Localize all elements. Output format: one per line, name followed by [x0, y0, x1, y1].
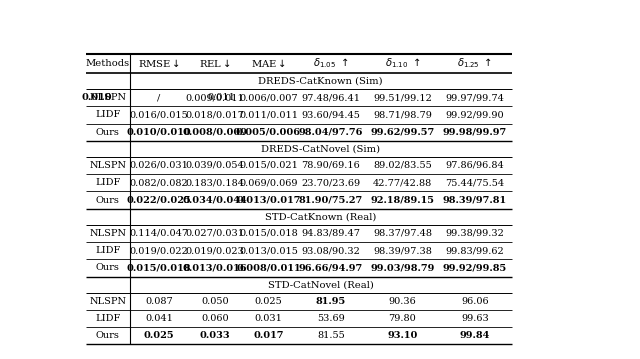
Text: 0.018/0.017: 0.018/0.017 — [186, 110, 244, 120]
Text: 96.66/94.97: 96.66/94.97 — [299, 264, 363, 272]
Text: 0.039/0.054: 0.039/0.054 — [186, 161, 244, 170]
Text: 92.18/89.15: 92.18/89.15 — [371, 196, 435, 205]
Text: RMSE$\downarrow$: RMSE$\downarrow$ — [138, 58, 180, 69]
Text: NLSPN: NLSPN — [89, 229, 126, 238]
Text: 98.37/97.48: 98.37/97.48 — [373, 229, 432, 238]
Text: 75.44/75.54: 75.44/75.54 — [445, 178, 504, 187]
Text: LIDF: LIDF — [95, 178, 120, 187]
Text: 98.39/97.81: 98.39/97.81 — [443, 196, 507, 205]
Text: 0.011/0.011: 0.011/0.011 — [239, 110, 298, 120]
Text: 0.005/0.006: 0.005/0.006 — [236, 128, 301, 137]
Text: STD-CatKnown (Real): STD-CatKnown (Real) — [265, 212, 376, 221]
Text: 0.013/0.015: 0.013/0.015 — [239, 246, 298, 255]
Text: 53.69: 53.69 — [317, 314, 345, 323]
Text: 81.90/75.27: 81.90/75.27 — [299, 196, 363, 205]
Text: 98.39/97.38: 98.39/97.38 — [373, 246, 432, 255]
Text: 0.025: 0.025 — [143, 331, 174, 340]
Text: $\delta_{1.25}$ $\uparrow$: $\delta_{1.25}$ $\uparrow$ — [457, 57, 492, 70]
Text: 81.95: 81.95 — [316, 297, 346, 306]
Text: 99.62/99.57: 99.62/99.57 — [371, 128, 435, 137]
Text: 0.041: 0.041 — [145, 314, 173, 323]
Text: 81.55: 81.55 — [317, 331, 345, 340]
Text: 0.010: 0.010 — [81, 93, 112, 102]
Text: 0.026/0.031: 0.026/0.031 — [129, 161, 188, 170]
Text: 0.114/0.047: 0.114/0.047 — [129, 229, 188, 238]
Text: 0.034/0.044: 0.034/0.044 — [182, 196, 247, 205]
Text: 0.009/0.011: 0.009/0.011 — [186, 93, 244, 102]
Text: 0.008/0.009: 0.008/0.009 — [182, 128, 248, 137]
Text: 0.025: 0.025 — [255, 297, 282, 306]
Text: Methods: Methods — [86, 59, 130, 68]
Text: STD-CatNovel (Real): STD-CatNovel (Real) — [268, 280, 374, 289]
Text: 0.082/0.082: 0.082/0.082 — [129, 178, 188, 187]
Text: 99.51/99.12: 99.51/99.12 — [373, 93, 432, 102]
Text: 0.013/0.017: 0.013/0.017 — [236, 196, 301, 205]
Text: 0.015/0.018: 0.015/0.018 — [239, 229, 298, 238]
Text: 99.03/98.79: 99.03/98.79 — [370, 264, 435, 272]
Text: DREDS-CatNovel (Sim): DREDS-CatNovel (Sim) — [261, 144, 380, 153]
Text: 99.98/99.97: 99.98/99.97 — [443, 128, 507, 137]
Text: Ours: Ours — [96, 264, 120, 272]
Text: 96.06: 96.06 — [461, 297, 488, 306]
Text: 0.016/0.015: 0.016/0.015 — [129, 110, 188, 120]
Text: 79.80: 79.80 — [388, 314, 416, 323]
Text: LIDF: LIDF — [95, 110, 120, 120]
Text: 0.019/0.023: 0.019/0.023 — [186, 246, 244, 255]
Text: 98.71/98.79: 98.71/98.79 — [373, 110, 432, 120]
Text: 0.183/0.184: 0.183/0.184 — [186, 178, 244, 187]
Text: 93.60/94.45: 93.60/94.45 — [301, 110, 360, 120]
Text: 0.010/0.010: 0.010/0.010 — [127, 128, 191, 137]
Text: 99.92/99.90: 99.92/99.90 — [445, 110, 504, 120]
Text: 0.027/0.031: 0.027/0.031 — [186, 229, 244, 238]
Text: 0.013/0.016: 0.013/0.016 — [182, 264, 247, 272]
Text: DREDS-CatKnown (Sim): DREDS-CatKnown (Sim) — [259, 76, 383, 85]
Text: 0.019/0.022: 0.019/0.022 — [129, 246, 188, 255]
Text: 0.060: 0.060 — [201, 314, 228, 323]
Text: 90.36: 90.36 — [388, 297, 416, 306]
Text: MAE$\downarrow$: MAE$\downarrow$ — [251, 58, 286, 69]
Text: 97.86/96.84: 97.86/96.84 — [445, 161, 504, 170]
Text: 99.97/99.74: 99.97/99.74 — [445, 93, 504, 102]
Text: 0.087: 0.087 — [145, 297, 173, 306]
Text: 99.84: 99.84 — [460, 331, 490, 340]
Text: 0.017: 0.017 — [253, 331, 284, 340]
Text: 23.70/23.69: 23.70/23.69 — [301, 178, 360, 187]
Text: 99.83/99.62: 99.83/99.62 — [445, 246, 504, 255]
Text: Ours: Ours — [96, 196, 120, 205]
Text: 93.08/90.32: 93.08/90.32 — [301, 246, 360, 255]
Text: Ours: Ours — [96, 128, 120, 137]
Text: NLSPN: NLSPN — [89, 297, 126, 306]
Text: 99.38/99.32: 99.38/99.32 — [445, 229, 504, 238]
Text: 42.77/42.88: 42.77/42.88 — [372, 178, 432, 187]
Text: 94.83/89.47: 94.83/89.47 — [301, 229, 360, 238]
Text: 0.008/0.011: 0.008/0.011 — [236, 264, 301, 272]
Text: LIDF: LIDF — [95, 314, 120, 323]
Text: 0.069/0.069: 0.069/0.069 — [239, 178, 298, 187]
Text: Ours: Ours — [96, 331, 120, 340]
Text: 0.006/0.007: 0.006/0.007 — [239, 93, 298, 102]
Text: /: / — [157, 93, 161, 102]
Text: $\delta_{1.10}$ $\uparrow$: $\delta_{1.10}$ $\uparrow$ — [385, 57, 420, 70]
Text: 99.92/99.85: 99.92/99.85 — [443, 264, 507, 272]
Text: 97.48/96.41: 97.48/96.41 — [301, 93, 360, 102]
Text: 89.02/83.55: 89.02/83.55 — [373, 161, 432, 170]
Text: REL$\downarrow$: REL$\downarrow$ — [199, 58, 231, 69]
Text: $\delta_{1.05}$ $\uparrow$: $\delta_{1.05}$ $\uparrow$ — [313, 57, 349, 70]
Text: 0.015/0.021: 0.015/0.021 — [239, 161, 298, 170]
Text: 0.031: 0.031 — [255, 314, 282, 323]
Text: 0.050: 0.050 — [201, 297, 228, 306]
Text: 0.011: 0.011 — [207, 93, 236, 102]
Text: 99.63: 99.63 — [461, 314, 489, 323]
Text: 78.90/69.16: 78.90/69.16 — [301, 161, 360, 170]
Text: 0.033: 0.033 — [200, 331, 230, 340]
Text: 0.022/0.025: 0.022/0.025 — [127, 196, 191, 205]
Text: 98.04/97.76: 98.04/97.76 — [299, 128, 363, 137]
Text: 93.10: 93.10 — [387, 331, 417, 340]
Text: LIDF: LIDF — [95, 246, 120, 255]
Text: 0.015/0.018: 0.015/0.018 — [127, 264, 191, 272]
Text: NLSPN: NLSPN — [89, 161, 126, 170]
Text: NLSPN: NLSPN — [89, 93, 126, 102]
